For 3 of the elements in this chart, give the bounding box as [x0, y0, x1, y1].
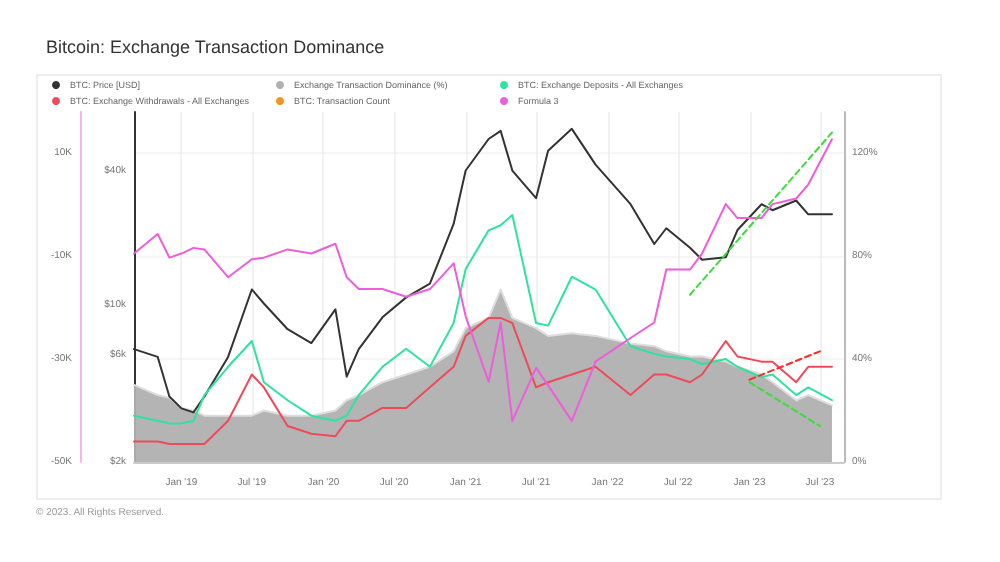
line-series — [133, 213, 833, 425]
line-series — [133, 316, 833, 445]
chart-title: Bitcoin: Exchange Transaction Dominance — [46, 37, 385, 57]
